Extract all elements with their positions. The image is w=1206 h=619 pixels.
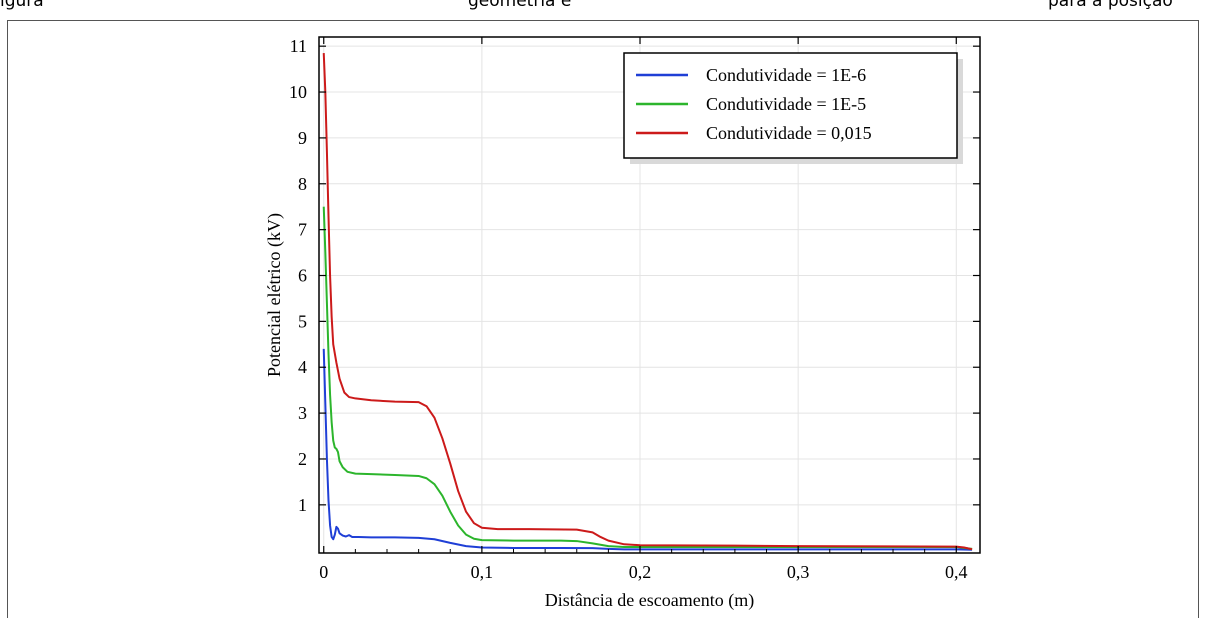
caption-middle-fragment: geometria e — [468, 0, 572, 11]
axis-ticks: 0 0,1 0,2 0,3 0,4 1 2 3 4 5 6 7 8 9 10 11 — [289, 36, 980, 582]
figure-frame: 0 0,1 0,2 0,3 0,4 1 2 3 4 5 6 7 8 9 10 11 Distância de … — [7, 20, 1199, 618]
series-lines — [322, 53, 973, 551]
caption-right-fragment: para a posição — [1048, 0, 1173, 11]
y-tick-label: 1 — [298, 495, 307, 515]
legend-label-1: Condutividade = 1E-6 — [706, 65, 866, 85]
x-tick-label: 0 — [319, 562, 328, 582]
y-tick-label: 7 — [298, 220, 307, 240]
y-tick-label: 11 — [290, 36, 307, 56]
plot-area-border — [318, 36, 981, 554]
x-axis-label: Distância de escoamento (m) — [545, 590, 754, 611]
y-tick-label: 5 — [298, 311, 307, 331]
caption-left-fragment: igura — [0, 0, 44, 11]
series-line-3 — [322, 53, 973, 551]
y-axis-label: Potencial elétrico (kV) — [264, 213, 285, 377]
y-tick-label: 4 — [298, 357, 307, 377]
series-line-2 — [322, 206, 973, 550]
x-tick-label: 0,2 — [629, 562, 652, 582]
legend: Condutividade = 1E-6 Condutividade = 1E-5… — [623, 52, 963, 164]
legend-label-2: Condutividade = 1E-5 — [706, 94, 866, 114]
x-tick-label: 0,3 — [787, 562, 810, 582]
legend-label-3: Condutividade = 0,015 — [706, 123, 872, 143]
caption-strip: igura geometria e para a posição — [0, 0, 1206, 20]
x-tick-label: 0,1 — [471, 562, 494, 582]
y-tick-label: 2 — [298, 449, 307, 469]
y-tick-label: 10 — [289, 82, 307, 102]
y-tick-label: 8 — [298, 174, 307, 194]
y-tick-label: 6 — [298, 266, 307, 286]
y-tick-label: 9 — [298, 128, 307, 148]
line-chart: 0 0,1 0,2 0,3 0,4 1 2 3 4 5 6 7 8 9 10 11 Distância de … — [264, 36, 981, 611]
x-tick-label: 0,4 — [945, 562, 968, 582]
y-tick-label: 3 — [298, 403, 307, 423]
series-line-1 — [322, 348, 973, 551]
legend-box — [623, 52, 958, 159]
